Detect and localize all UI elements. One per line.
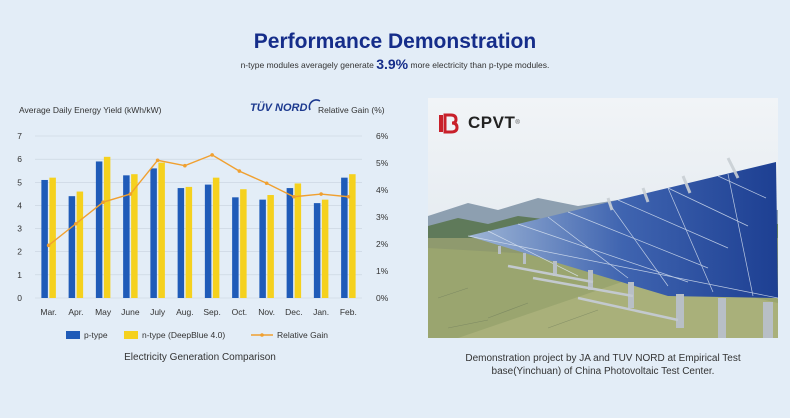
subtitle-before: n-type modules averagely generate bbox=[240, 60, 374, 70]
x-tick-label: July bbox=[150, 307, 166, 317]
subtitle-highlight: 3.9% bbox=[376, 56, 409, 72]
page-title: Performance Demonstration bbox=[253, 30, 537, 53]
x-tick-label: Sep. bbox=[203, 307, 221, 317]
x-tick-label: June bbox=[121, 307, 140, 317]
bar-p-type bbox=[259, 199, 266, 298]
y-tick-label: 3 bbox=[17, 224, 22, 234]
legend-label-n-type: n-type (DeepBlue 4.0) bbox=[142, 330, 225, 340]
tuv-nord-logo-text: TÜV NORD bbox=[250, 102, 308, 114]
x-tick-label: Oct. bbox=[232, 307, 248, 317]
bar-n-type bbox=[267, 195, 274, 298]
y-axis-label: Average Daily Energy Yield (kWh/kW) bbox=[19, 105, 162, 115]
bar-n-type bbox=[185, 186, 193, 298]
x-tick-label: Mar. bbox=[40, 307, 57, 317]
bar-n-type bbox=[212, 177, 220, 298]
ticks-group: 0 1 2 3 4 5 6 7 0% 1% 2% 3% 4% 5% 6% Mar. Apr. May June Jul… bbox=[17, 131, 388, 317]
bar-n-type bbox=[294, 183, 302, 298]
cpvt-registered-mark: ® bbox=[515, 120, 520, 126]
y-tick-label: 2 bbox=[17, 247, 22, 257]
bar-p-type bbox=[232, 197, 239, 298]
relative-gain-point bbox=[237, 169, 242, 173]
legend-swatch-gain-dot bbox=[260, 333, 264, 337]
y2-axis-label: Relative Gain (%) bbox=[318, 105, 385, 115]
chart-legend: p-type n-type (DeepBlue 4.0) Relative Gain bbox=[66, 330, 328, 340]
legend-label-gain: Relative Gain bbox=[277, 330, 328, 340]
y2-tick-label: 2% bbox=[376, 239, 389, 249]
gain-line-group bbox=[46, 153, 351, 248]
bar-p-type bbox=[286, 188, 294, 298]
relative-gain-point bbox=[101, 200, 105, 204]
bar-p-type bbox=[341, 177, 348, 298]
tuv-arc-icon bbox=[308, 99, 321, 111]
bar-p-type bbox=[41, 179, 48, 298]
y2-tick-label: 0% bbox=[376, 293, 389, 303]
bar-n-type bbox=[49, 177, 56, 298]
x-tick-label: Aug. bbox=[176, 307, 194, 317]
relative-gain-line bbox=[48, 154, 349, 246]
chart-caption: Electricity Generation Comparison bbox=[124, 352, 276, 363]
y-tick-label: 1 bbox=[17, 270, 22, 280]
y2-tick-label: 4% bbox=[376, 185, 389, 195]
x-tick-label: May bbox=[95, 307, 112, 317]
photo-caption: Demonstration project by JA and TUV NORD… bbox=[428, 352, 778, 378]
bar-p-type bbox=[313, 203, 321, 298]
bar-n-type bbox=[76, 191, 84, 298]
bar-n-type bbox=[103, 156, 111, 298]
relative-gain-point bbox=[128, 192, 133, 196]
y2-tick-label: 6% bbox=[376, 131, 389, 141]
y2-tick-label: 3% bbox=[376, 212, 389, 222]
tuv-nord-logo: TÜV NORD bbox=[250, 99, 322, 114]
bar-p-type bbox=[150, 168, 157, 298]
x-tick-label: Apr. bbox=[68, 307, 83, 317]
relative-gain-point bbox=[155, 158, 160, 163]
y2-tick-label: 1% bbox=[376, 266, 389, 276]
x-tick-label: Dec. bbox=[285, 307, 302, 317]
relative-gain-point bbox=[74, 221, 78, 226]
bar-n-type bbox=[321, 199, 329, 298]
relative-gain-point bbox=[46, 243, 51, 248]
x-tick-label: Feb. bbox=[340, 307, 357, 317]
y-tick-label: 5 bbox=[17, 177, 22, 187]
relative-gain-point bbox=[292, 194, 296, 199]
subtitle-after: more electricity than p-type modules. bbox=[410, 60, 550, 70]
legend-swatch-n-type bbox=[124, 331, 138, 339]
bar-n-type bbox=[158, 162, 165, 298]
photo-caption-line-1: Demonstration project by JA and TUV NORD… bbox=[465, 353, 741, 364]
bar-p-type bbox=[123, 175, 130, 298]
x-tick-label: Jan. bbox=[313, 307, 329, 317]
x-tick-label: Nov. bbox=[258, 307, 275, 317]
grid-lines bbox=[35, 135, 362, 299]
relative-gain-point bbox=[210, 153, 214, 157]
bars-group bbox=[41, 156, 356, 298]
bar-p-type bbox=[177, 188, 185, 298]
y-tick-label: 6 bbox=[17, 154, 22, 164]
bar-p-type bbox=[68, 196, 76, 298]
cpvt-logo-text: CPVT bbox=[468, 113, 516, 132]
cpvt-mark-icon bbox=[439, 113, 459, 134]
relative-gain-point bbox=[346, 194, 351, 199]
y-tick-label: 0 bbox=[17, 293, 22, 303]
bar-n-type bbox=[349, 174, 356, 298]
relative-gain-point bbox=[264, 181, 269, 186]
relative-gain-point bbox=[183, 163, 187, 168]
y-tick-label: 4 bbox=[17, 200, 22, 210]
bar-n-type bbox=[240, 189, 247, 298]
relative-gain-point bbox=[319, 192, 323, 196]
y-tick-label: 7 bbox=[17, 131, 22, 141]
photo-caption-line-2: base(Yinchuan) of China Photovoltaic Tes… bbox=[491, 366, 715, 377]
legend-swatch-p-type bbox=[66, 331, 80, 339]
bar-p-type bbox=[95, 161, 103, 298]
solar-field-photo: CPVT ® bbox=[428, 98, 778, 338]
bar-p-type bbox=[204, 184, 212, 298]
y2-tick-label: 5% bbox=[376, 158, 389, 168]
energy-yield-chart: Average Daily Energy Yield (kWh/kW) Rela… bbox=[17, 105, 388, 340]
cpvt-logo: CPVT ® bbox=[438, 112, 520, 134]
legend-label-p-type: p-type bbox=[84, 330, 108, 340]
bar-n-type bbox=[131, 174, 138, 298]
page-subtitle: n-type modules averagely generate 3.9% m… bbox=[0, 56, 790, 72]
